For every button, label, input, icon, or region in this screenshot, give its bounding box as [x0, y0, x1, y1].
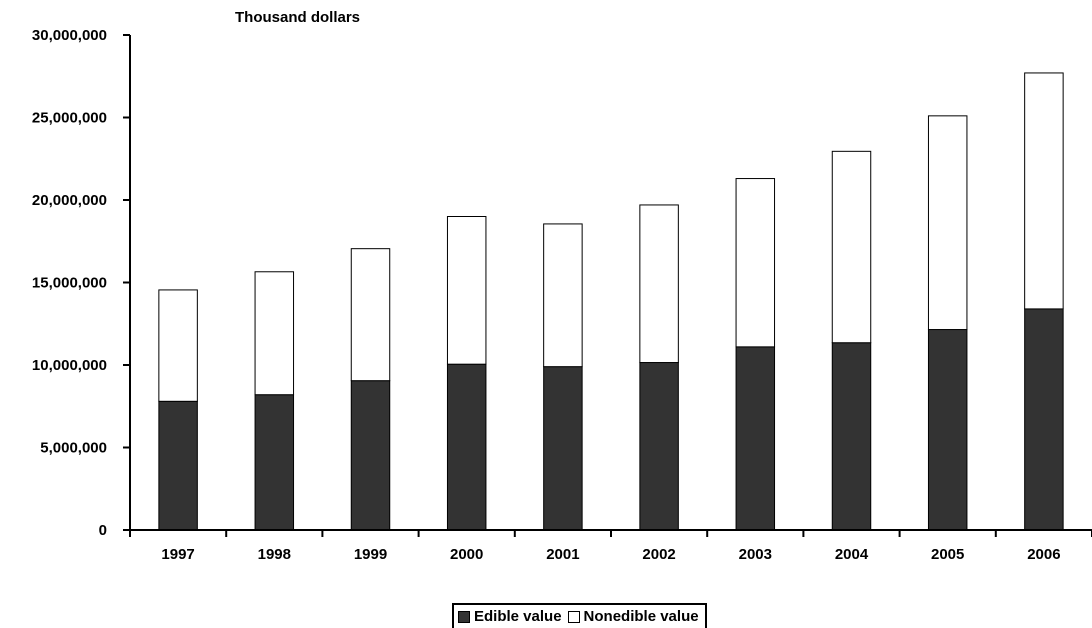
y-axis-unit-label: Thousand dollars: [235, 9, 360, 26]
nonedible-bar-2004: [831, 150, 872, 344]
edible-bar-1997: [158, 400, 198, 531]
nonedible-bar-1999: [350, 248, 391, 382]
nonedible-swatch-icon: [567, 610, 580, 623]
legend-item-nonedible: Nonedible value: [567, 608, 699, 625]
legend-label-nonedible: Nonedible value: [583, 608, 699, 625]
nonedible-bar-1997: [158, 289, 198, 402]
edible-swatch-icon: [458, 610, 470, 623]
edible-bar-2004: [831, 342, 872, 531]
x-tick-label: 2000: [450, 546, 483, 563]
x-tick-label: 2006: [1027, 546, 1060, 563]
x-tick-label: 1999: [354, 546, 387, 563]
edible-bar-2006: [1024, 308, 1064, 531]
x-tick-label: 2004: [835, 546, 869, 563]
edible-bar-2000: [446, 363, 487, 531]
nonedible-bar-2000: [446, 216, 487, 365]
nonedible-bar-2003: [735, 178, 776, 348]
nonedible-bar-2006: [1024, 72, 1064, 310]
nonedible-bar-2005: [927, 115, 968, 331]
y-tick-label: 10,000,000: [32, 357, 107, 374]
x-tick-label: 1998: [258, 546, 291, 563]
nonedible-bar-2002: [639, 204, 679, 364]
edible-bar-2003: [735, 346, 776, 531]
edible-bar-2001: [543, 366, 583, 531]
y-tick-label: 30,000,000: [32, 27, 107, 44]
y-tick-label: 25,000,000: [32, 110, 107, 127]
y-axis-ticks: 0 5,000,000 10,000,000 15,000,000 20,000,000…: [32, 27, 130, 539]
edible-bar-2002: [639, 362, 679, 531]
x-tick-label: 1997: [161, 546, 194, 563]
y-tick-label: 15,000,000: [32, 275, 107, 292]
edible-bar-1999: [350, 380, 391, 531]
legend-item-edible: Edible value: [458, 608, 562, 625]
y-tick-label: 20,000,000: [32, 192, 107, 209]
nonedible-bar-2001: [543, 223, 583, 368]
legend-label-edible: Edible value: [474, 608, 562, 625]
bars-group: [158, 72, 1064, 531]
x-tick-label: 2005: [931, 546, 964, 563]
y-tick-label: 0: [99, 522, 107, 539]
x-tick-label: 2003: [739, 546, 772, 563]
y-tick-label: 5,000,000: [40, 440, 107, 457]
x-tick-label: 2001: [546, 546, 579, 563]
x-tick-label: 2002: [642, 546, 675, 563]
legend: Edible value Nonedible value: [452, 603, 707, 628]
nonedible-bar-1998: [254, 271, 295, 396]
x-axis-ticks: 1997 1998 1999 2000 2001 2002 2003 2004 2005 2006: [129, 530, 1092, 563]
edible-bar-1998: [254, 394, 295, 531]
edible-bar-2005: [927, 329, 968, 531]
